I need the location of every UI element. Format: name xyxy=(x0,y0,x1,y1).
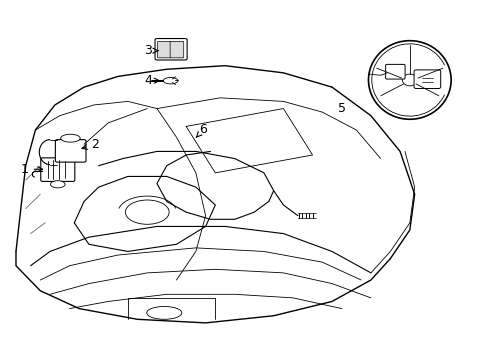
Ellipse shape xyxy=(163,77,178,84)
FancyBboxPatch shape xyxy=(385,64,404,79)
FancyBboxPatch shape xyxy=(41,158,75,181)
FancyBboxPatch shape xyxy=(55,140,86,162)
Ellipse shape xyxy=(61,134,80,142)
Text: 5: 5 xyxy=(337,102,345,115)
Text: 6: 6 xyxy=(196,123,207,137)
Text: 3: 3 xyxy=(144,44,158,57)
Text: 2: 2 xyxy=(82,138,99,151)
Text: 4: 4 xyxy=(144,74,159,87)
Ellipse shape xyxy=(50,181,65,188)
FancyBboxPatch shape xyxy=(413,70,440,89)
Text: 1: 1 xyxy=(21,163,42,176)
FancyBboxPatch shape xyxy=(155,39,187,60)
FancyBboxPatch shape xyxy=(170,41,183,58)
FancyBboxPatch shape xyxy=(157,41,171,58)
